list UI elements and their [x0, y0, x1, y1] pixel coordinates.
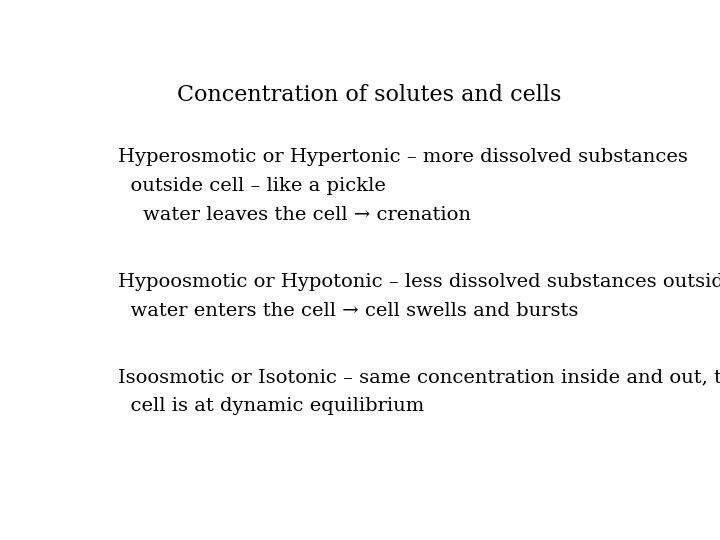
Text: water enters the cell → cell swells and bursts: water enters the cell → cell swells and … — [118, 302, 578, 320]
Text: outside cell – like a pickle: outside cell – like a pickle — [118, 177, 386, 195]
Text: Hypoosmotic or Hypotonic – less dissolved substances outside: Hypoosmotic or Hypotonic – less dissolve… — [118, 273, 720, 291]
Text: Concentration of solutes and cells: Concentration of solutes and cells — [177, 84, 561, 105]
Text: Isoosmotic or Isotonic – same concentration inside and out, the: Isoosmotic or Isotonic – same concentrat… — [118, 368, 720, 386]
Text: Hyperosmotic or Hypertonic – more dissolved substances: Hyperosmotic or Hypertonic – more dissol… — [118, 148, 688, 166]
Text: cell is at dynamic equilibrium: cell is at dynamic equilibrium — [118, 397, 424, 415]
Text: water leaves the cell → crenation: water leaves the cell → crenation — [118, 206, 471, 224]
